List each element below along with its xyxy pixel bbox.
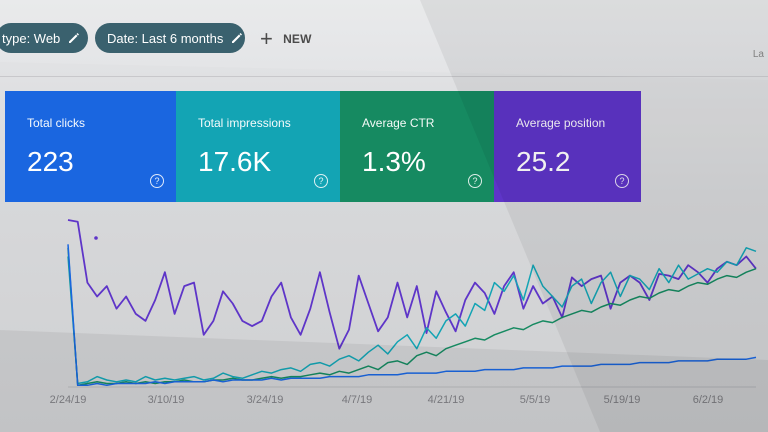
x-axis-tick-label: 2/24/19: [49, 394, 87, 406]
total-impressions-value: 17.6K: [198, 146, 272, 177]
x-axis-tick-label: 4/7/19: [341, 394, 373, 406]
x-axis-tick-label: 3/24/19: [246, 394, 284, 406]
plus-icon: +: [260, 26, 274, 51]
edit-pencil-icon[interactable]: [68, 32, 80, 44]
new-filter-label: NEW: [283, 32, 312, 46]
x-axis-tick-label: 4/21/19: [427, 394, 465, 406]
edit-pencil-icon[interactable]: [231, 32, 243, 44]
performance-chart-svg: [67, 219, 757, 388]
new-filter-button[interactable]: + NEW: [260, 26, 312, 51]
total-impressions-card[interactable]: Total impressions 17.6K ?: [176, 91, 340, 202]
help-icon[interactable]: ?: [468, 174, 482, 188]
help-icon[interactable]: ?: [314, 174, 328, 188]
metric-cards: Total clicks 223 ? Total impressions 17.…: [5, 91, 641, 202]
average-position-label: Average position: [516, 116, 606, 130]
average-position-value: 25.2: [516, 146, 571, 177]
performance-chart[interactable]: 2/24/19 3/10/19 3/24/19 4/7/19 4/21/19 5/5/19…: [0, 205, 768, 432]
chart-point-marker: [94, 236, 98, 240]
average-ctr-value: 1.3%: [362, 146, 426, 177]
filter-bar: type: Web Date: Last 6 months + NEW La: [0, 0, 768, 78]
chart-series-line-0: [67, 219, 757, 350]
x-axis-tick-label: 6/2/19: [692, 394, 724, 406]
chart-series-line-3: [67, 244, 757, 387]
x-axis-tick-label: 5/5/19: [519, 394, 551, 406]
last-updated-text: La: [752, 49, 764, 60]
divider: [0, 76, 768, 77]
help-icon[interactable]: ?: [615, 174, 629, 188]
total-impressions-label: Total impressions: [198, 116, 291, 130]
x-axis-tick-label: 5/19/19: [603, 394, 641, 406]
average-ctr-card[interactable]: Average CTR 1.3% ?: [340, 91, 494, 202]
average-ctr-label: Average CTR: [362, 116, 435, 130]
total-clicks-value: 223: [27, 146, 74, 177]
average-position-card[interactable]: Average position 25.2 ?: [494, 91, 641, 202]
total-clicks-card[interactable]: Total clicks 223 ?: [5, 91, 176, 202]
help-icon[interactable]: ?: [150, 174, 164, 188]
date-filter-label: Date: Last 6 months: [107, 30, 224, 46]
chart-series-line-1: [67, 247, 757, 385]
x-axis-tick-label: 3/10/19: [147, 394, 185, 406]
date-filter-chip[interactable]: Date: Last 6 months: [95, 23, 245, 53]
search-type-filter-label: type: Web: [2, 30, 61, 46]
total-clicks-label: Total clicks: [27, 116, 86, 130]
chart-series-line-2: [67, 247, 757, 387]
search-type-filter-chip[interactable]: type: Web: [0, 23, 88, 53]
